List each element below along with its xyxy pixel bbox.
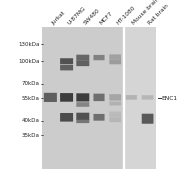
FancyBboxPatch shape — [109, 94, 121, 101]
FancyBboxPatch shape — [76, 60, 89, 66]
FancyBboxPatch shape — [142, 114, 154, 124]
FancyBboxPatch shape — [76, 55, 89, 60]
FancyBboxPatch shape — [76, 102, 89, 107]
Text: 70kDa: 70kDa — [22, 81, 40, 86]
FancyBboxPatch shape — [60, 58, 73, 64]
Text: SW480: SW480 — [83, 8, 101, 26]
FancyBboxPatch shape — [126, 95, 137, 100]
FancyBboxPatch shape — [109, 115, 121, 119]
FancyBboxPatch shape — [76, 93, 89, 102]
FancyBboxPatch shape — [93, 114, 105, 121]
Text: 40kDa: 40kDa — [22, 118, 40, 123]
FancyBboxPatch shape — [93, 55, 105, 60]
FancyBboxPatch shape — [76, 113, 89, 120]
Text: Mouse brain: Mouse brain — [131, 0, 161, 26]
Text: 130kDa: 130kDa — [19, 42, 40, 47]
Text: 100kDa: 100kDa — [19, 59, 40, 64]
Bar — [124, 27, 156, 169]
Text: 35kDa: 35kDa — [22, 133, 40, 138]
Text: ENC1: ENC1 — [162, 96, 178, 101]
Text: Rat brain: Rat brain — [148, 4, 170, 26]
FancyBboxPatch shape — [109, 54, 121, 59]
FancyBboxPatch shape — [76, 119, 89, 123]
FancyBboxPatch shape — [60, 113, 73, 122]
FancyBboxPatch shape — [109, 118, 121, 122]
FancyBboxPatch shape — [109, 112, 121, 115]
FancyBboxPatch shape — [60, 93, 73, 102]
Text: Jurkat: Jurkat — [50, 11, 66, 26]
FancyBboxPatch shape — [93, 94, 105, 101]
FancyBboxPatch shape — [109, 102, 121, 105]
FancyBboxPatch shape — [44, 93, 57, 102]
Text: MCF7: MCF7 — [99, 11, 114, 26]
Text: HT-1080: HT-1080 — [115, 5, 136, 26]
FancyBboxPatch shape — [60, 65, 73, 70]
Bar — [42, 27, 123, 169]
Text: U-87MG: U-87MG — [67, 6, 87, 26]
Text: 55kDa: 55kDa — [22, 96, 40, 101]
FancyBboxPatch shape — [109, 59, 121, 64]
FancyBboxPatch shape — [142, 95, 154, 100]
